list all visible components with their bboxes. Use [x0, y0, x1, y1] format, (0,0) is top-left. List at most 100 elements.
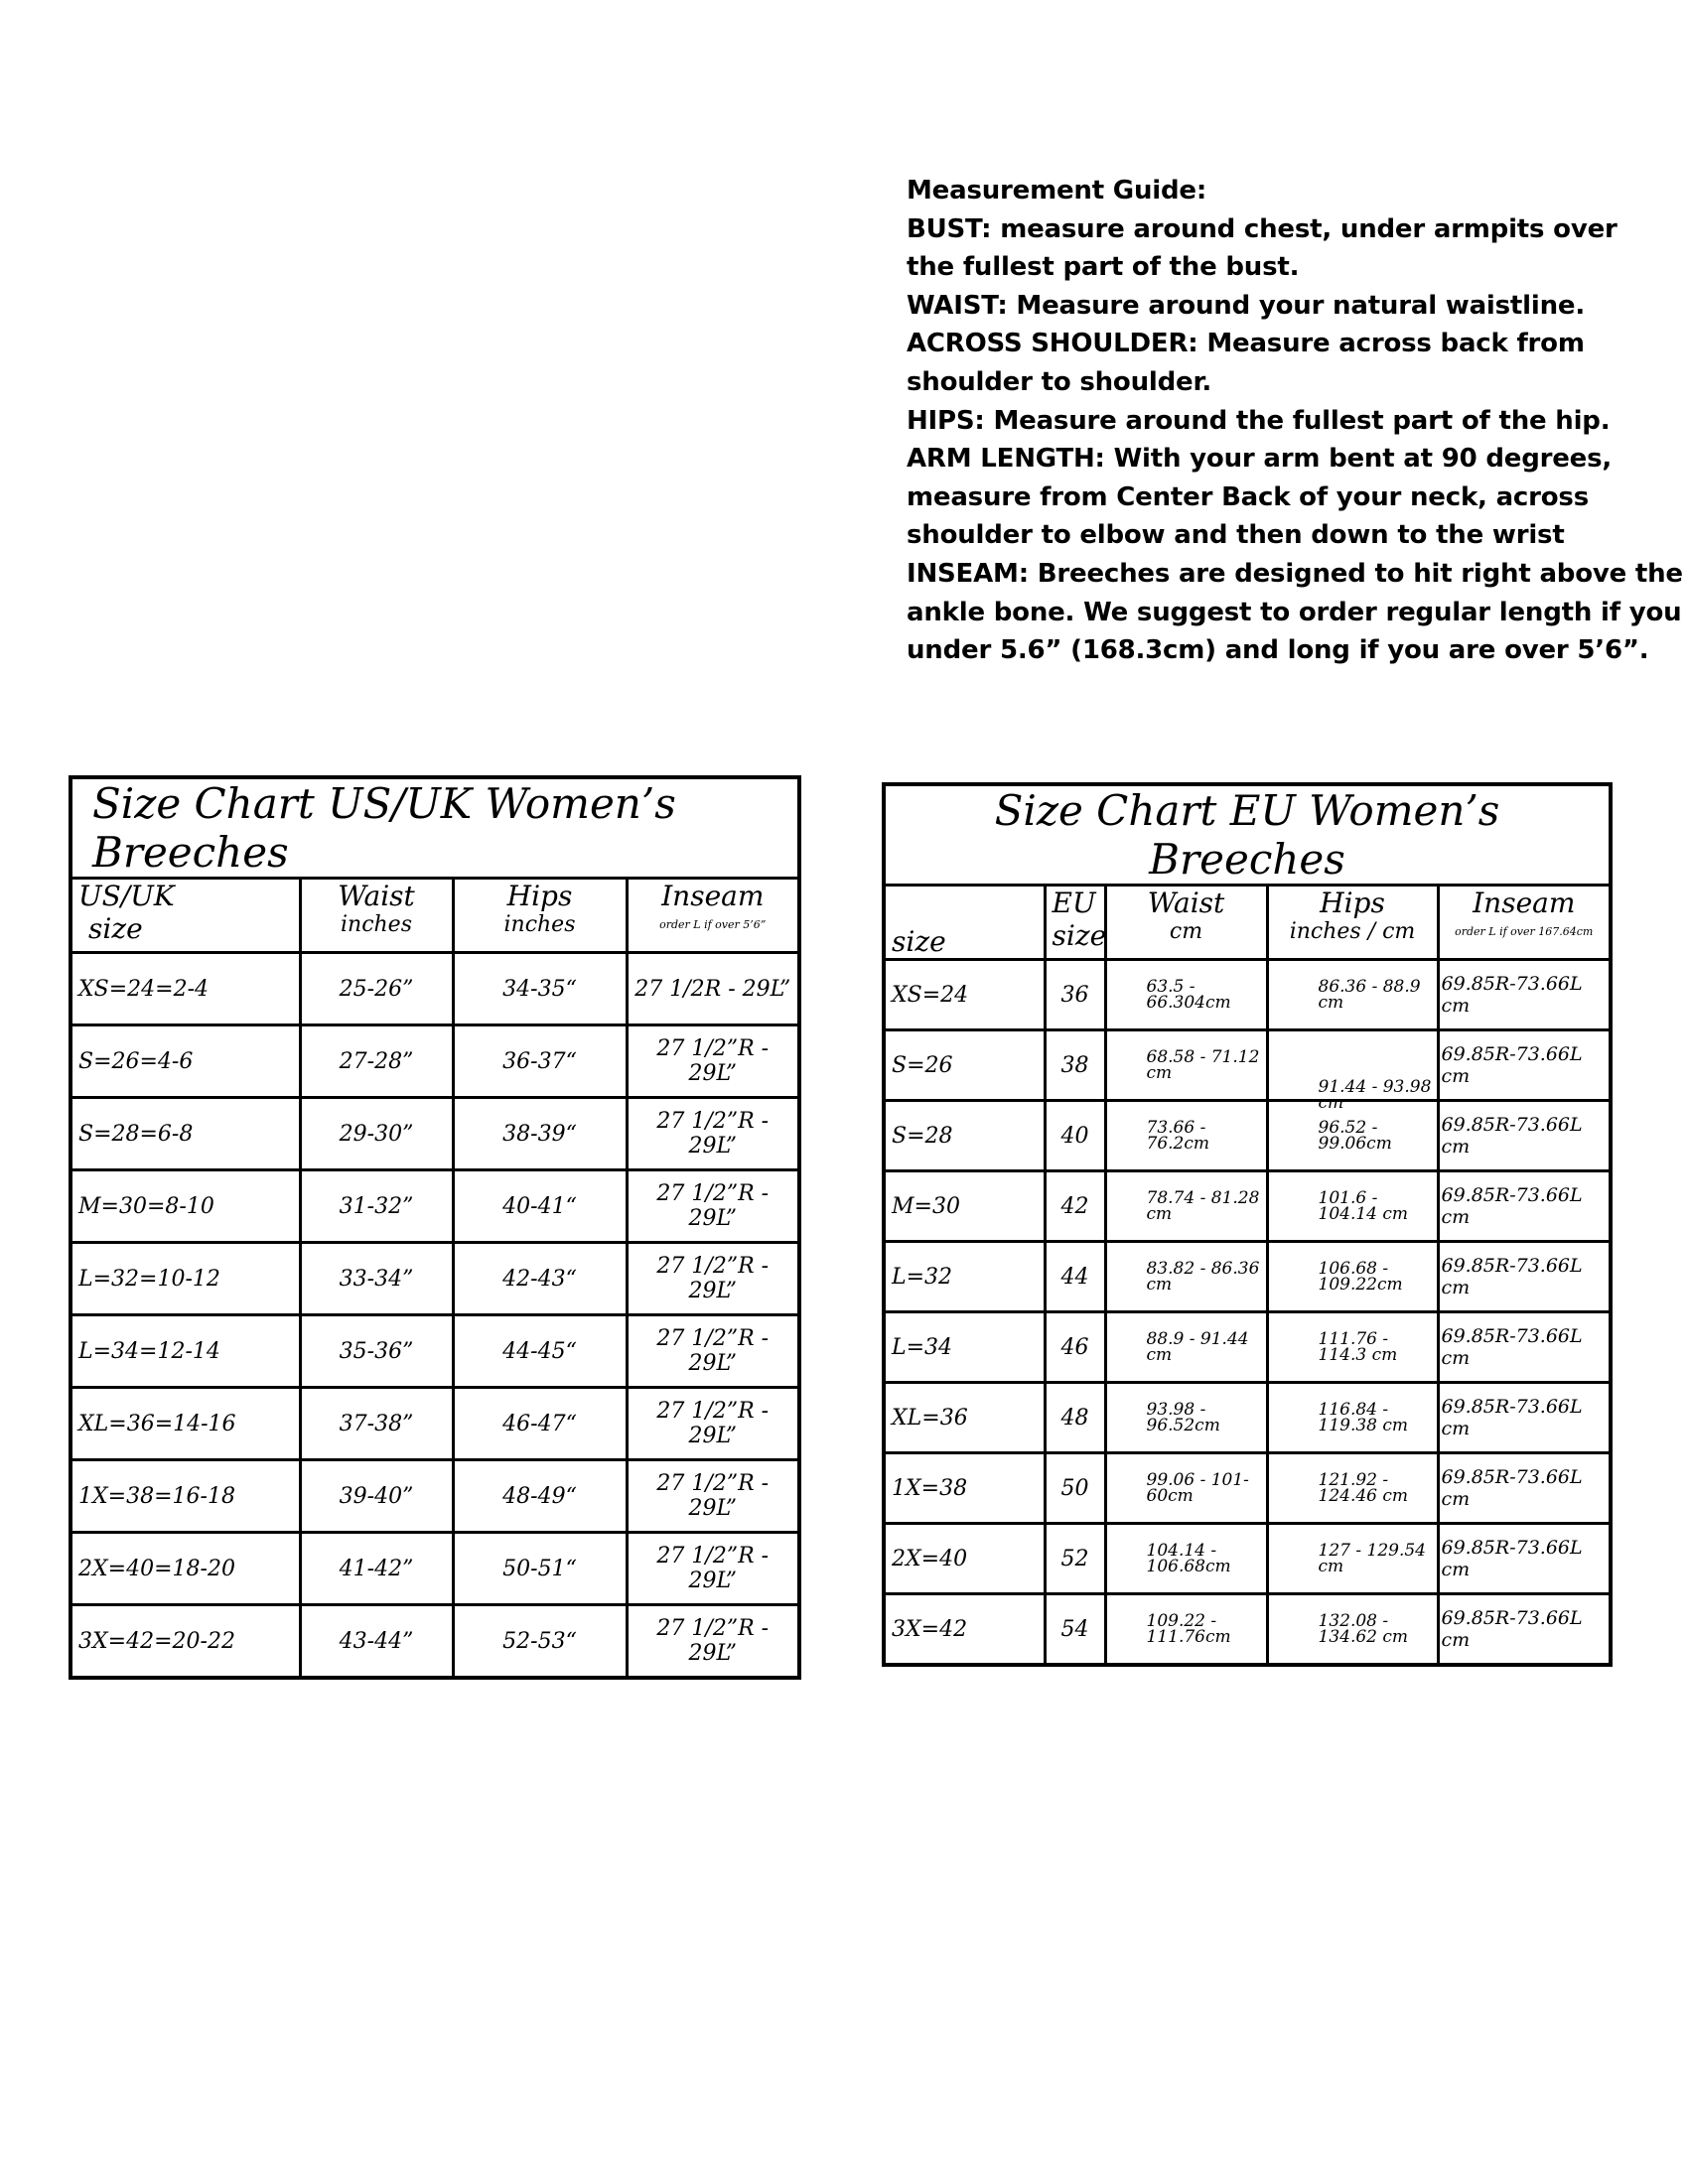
eu-size-cell: 38: [1043, 1028, 1107, 1102]
size-cell: XL=36: [882, 1381, 1047, 1454]
waist-cell: 37-38”: [298, 1386, 455, 1461]
table-row: XS=24=2-4 25-26” 34-35“ 27 1/2R - 29L”: [69, 951, 801, 1026]
inseam-cell: 27 1/2”R - 29L”: [625, 1313, 801, 1389]
inseam-cell: 27 1/2R - 29L”: [625, 951, 801, 1026]
size-cell: 1X=38=16-18: [69, 1458, 302, 1534]
size-cell: L=32: [882, 1240, 1047, 1313]
size-cell: S=28=6-8: [69, 1096, 302, 1171]
eu-size-cell: 44: [1043, 1240, 1107, 1313]
inseam-cell: 69.85R-73.66L cm: [1436, 958, 1613, 1031]
waist-cell: 41-42”: [298, 1531, 455, 1606]
hips-cell: 127 - 129.54 cm: [1265, 1522, 1440, 1595]
eu-size-cell: 52: [1043, 1522, 1107, 1595]
inseam-cell: 69.85R-73.66L cm: [1436, 1451, 1613, 1525]
hips-cell: 132.08 - 134.62 cm: [1265, 1592, 1440, 1667]
waist-cell: 88.9 - 91.44 cm: [1103, 1310, 1269, 1384]
size-cell: XS=24=2-4: [69, 951, 302, 1026]
guide-line: the fullest part of the bust.: [907, 252, 1300, 283]
guide-line: HIPS: Measure around the fullest part of…: [907, 405, 1611, 436]
eu-size-cell: 50: [1043, 1451, 1107, 1525]
size-cell: XS=24: [882, 958, 1047, 1031]
waist-cell: 83.82 - 86.36 cm: [1103, 1240, 1269, 1313]
guide-line: shoulder to shoulder.: [907, 366, 1212, 397]
table-row: XL=36 48 93.98 - 96.52cm 116.84 - 119.38 cm…: [882, 1381, 1613, 1454]
table-row: L=32=10-12 33-34” 42-43“ 27 1/2”R - 29L”: [69, 1241, 801, 1316]
hips-cell: 40-41“: [451, 1168, 629, 1244]
waist-cell: 99.06 - 101-60cm: [1103, 1451, 1269, 1525]
waist-cell: 73.66 - 76.2cm: [1103, 1099, 1269, 1172]
hips-cell: 86.36 - 88.9 cm: [1265, 958, 1440, 1031]
waist-cell: 33-34”: [298, 1241, 455, 1316]
waist-cell: 35-36”: [298, 1313, 455, 1389]
size-cell: XL=36=14-16: [69, 1386, 302, 1461]
size-cell: L=34: [882, 1310, 1047, 1384]
eu-eu-size-header: EU size: [1043, 884, 1107, 961]
size-cell: 2X=40=18-20: [69, 1531, 302, 1606]
inseam-cell: 27 1/2”R - 29L”: [625, 1458, 801, 1534]
eu-size-cell: 48: [1043, 1381, 1107, 1454]
guide-line: under 5.6” (168.3cm) and long if you are…: [907, 635, 1649, 666]
table-row: 1X=38 50 99.06 - 101-60cm 121.92 - 124.46 c…: [882, 1451, 1613, 1525]
guide-line: ACROSS SHOULDER: Measure across back fro…: [907, 329, 1585, 359]
eu-size-cell: 40: [1043, 1099, 1107, 1172]
size-cell: 3X=42: [882, 1592, 1047, 1667]
eu-hips-header: Hips inches / cm: [1265, 884, 1440, 961]
inseam-cell: 27 1/2”R - 29L”: [625, 1024, 801, 1099]
eu-waist-header: Waist cm: [1103, 884, 1269, 961]
size-cell: 3X=42=20-22: [69, 1603, 302, 1680]
guide-line: INSEAM: Breeches are designed to hit rig…: [907, 558, 1683, 589]
us-chart-title: Size Chart US/UK Women’s Breeches: [69, 775, 801, 880]
inseam-cell: 69.85R-73.66L cm: [1436, 1522, 1613, 1595]
size-cell: S=26=4-6: [69, 1024, 302, 1099]
inseam-cell: 69.85R-73.66L cm: [1436, 1099, 1613, 1172]
us-inseam-header: Inseam order L if over 5’6”: [625, 877, 801, 954]
table-row: 2X=40 52 104.14 - 106.68cm 127 - 129.54 cm 6…: [882, 1522, 1613, 1595]
guide-line: measure from Center Back of your neck, a…: [907, 481, 1589, 512]
guide-heading: Measurement Guide:: [907, 176, 1207, 205]
hips-cell: 52-53“: [451, 1603, 629, 1680]
table-row: 3X=42 54 109.22 - 111.76cm 132.08 - 134.62 …: [882, 1592, 1613, 1667]
inseam-cell: 27 1/2”R - 29L”: [625, 1168, 801, 1244]
size-cell: S=28: [882, 1099, 1047, 1172]
hips-cell: 46-47“: [451, 1386, 629, 1461]
inseam-cell: 27 1/2”R - 29L”: [625, 1241, 801, 1316]
eu-size-cell: 46: [1043, 1310, 1107, 1384]
size-cell: M=30=8-10: [69, 1168, 302, 1244]
hips-cell: 101.6 - 104.14 cm: [1265, 1169, 1440, 1243]
inseam-cell: 69.85R-73.66L cm: [1436, 1592, 1613, 1667]
us-uk-size-chart: Size Chart US/UK Women’s Breeches US/UK s…: [69, 775, 801, 1680]
waist-cell: 109.22 - 111.76cm: [1103, 1592, 1269, 1667]
inseam-cell: 69.85R-73.66L cm: [1436, 1240, 1613, 1313]
eu-inseam-header: Inseam order L if over 167.64cm: [1436, 884, 1613, 961]
hips-cell: 91.44 - 93.98 cm: [1265, 1028, 1440, 1112]
size-cell: 1X=38: [882, 1451, 1047, 1525]
hips-cell: 96.52 - 99.06cm: [1265, 1099, 1440, 1172]
hips-cell: 48-49“: [451, 1458, 629, 1534]
hips-cell: 121.92 - 124.46 cm: [1265, 1451, 1440, 1525]
inseam-cell: 27 1/2”R - 29L”: [625, 1096, 801, 1171]
guide-line: ARM LENGTH: With your arm bent at 90 deg…: [907, 444, 1613, 475]
table-row: S=28=6-8 29-30” 38-39“ 27 1/2”R - 29L”: [69, 1096, 801, 1171]
us-hips-header: Hips inches: [451, 877, 629, 954]
waist-cell: 29-30”: [298, 1096, 455, 1171]
eu-size-chart: Size Chart EU Women’s Breeches size EU si…: [882, 782, 1613, 1667]
inseam-cell: 27 1/2”R - 29L”: [625, 1531, 801, 1606]
size-cell: 2X=40: [882, 1522, 1047, 1595]
table-row: S=28 40 73.66 - 76.2cm 96.52 - 99.06cm 69.85…: [882, 1099, 1613, 1172]
waist-cell: 31-32”: [298, 1168, 455, 1244]
size-cell: L=34=12-14: [69, 1313, 302, 1389]
table-row: XS=24 36 63.5 - 66.304cm 86.36 - 88.9 cm 69.…: [882, 958, 1613, 1031]
waist-cell: 68.58 - 71.12 cm: [1103, 1028, 1269, 1102]
inseam-cell: 69.85R-73.66L cm: [1436, 1310, 1613, 1384]
waist-cell: 27-28”: [298, 1024, 455, 1099]
waist-cell: 43-44”: [298, 1603, 455, 1680]
inseam-cell: 27 1/2”R - 29L”: [625, 1603, 801, 1680]
guide-line: ankle bone. We suggest to order regular …: [907, 597, 1688, 627]
eu-size-cell: 36: [1043, 958, 1107, 1031]
table-row: S=26=4-6 27-28” 36-37“ 27 1/2”R - 29L”: [69, 1024, 801, 1099]
us-size-header: US/UK size: [69, 877, 302, 954]
guide-line: shoulder to elbow and then down to the w…: [907, 520, 1565, 551]
waist-cell: 63.5 - 66.304cm: [1103, 958, 1269, 1031]
waist-cell: 78.74 - 81.28 cm: [1103, 1169, 1269, 1243]
guide-line: WAIST: Measure around your natural waist…: [907, 290, 1585, 321]
